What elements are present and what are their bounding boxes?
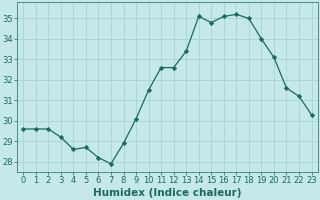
X-axis label: Humidex (Indice chaleur): Humidex (Indice chaleur) [93, 188, 242, 198]
